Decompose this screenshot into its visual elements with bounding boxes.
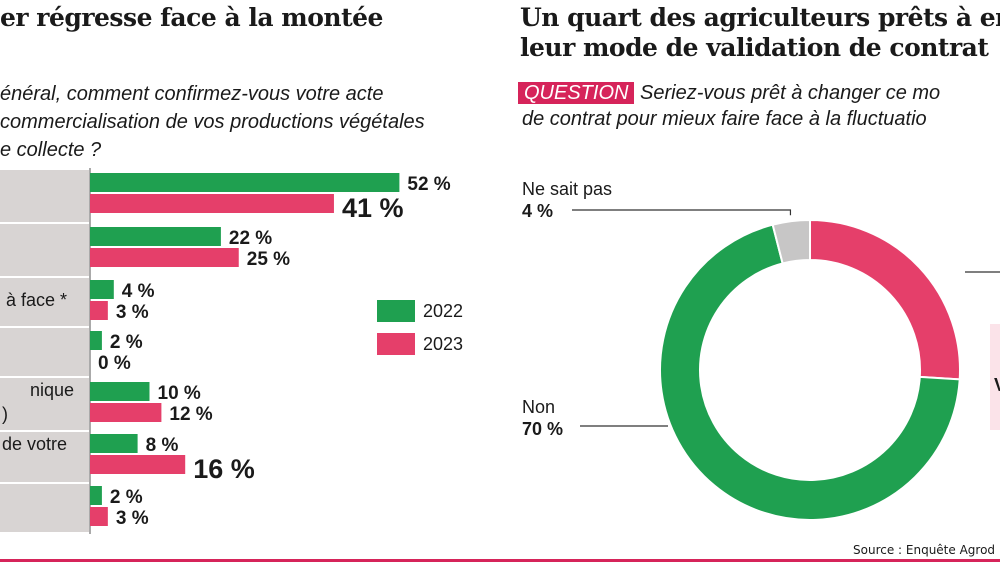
category-block-3	[0, 278, 89, 326]
bar-value-label-2022-5: 10 %	[158, 383, 201, 404]
bar-value-label-2022-6: 8 %	[146, 435, 179, 456]
category-block-6	[0, 432, 89, 482]
right-question-text: Seriez-vous prêt à changer ce mo	[640, 82, 941, 104]
pie-label-non-name: Non	[522, 397, 556, 417]
category-label-5a: nique	[30, 380, 75, 400]
right-question-line-2: de contrat pour mieux faire face à la fl…	[522, 108, 927, 130]
bar-value-label-2023-5: 12 %	[169, 404, 212, 425]
bar-2022-5	[90, 382, 150, 401]
category-label-6: de votre	[2, 434, 68, 454]
right-title-line-1: Un quart des agriculteurs prêts à enco	[520, 3, 1000, 32]
bar-2022-7	[90, 486, 102, 505]
right-title-line-2: leur mode de validation de contrat	[520, 33, 989, 62]
category-block-7	[0, 484, 89, 532]
bar-value-label-2023-4: 0 %	[98, 353, 131, 374]
bar-2023-7	[90, 507, 108, 526]
legend-label-2023: 2023	[423, 334, 464, 354]
bar-2023-5	[90, 403, 162, 422]
bar-value-label-2022-1: 52 %	[407, 174, 450, 195]
pie-label-non: Non 70 %	[522, 396, 563, 440]
bar-2022-6	[90, 434, 138, 453]
legend-swatch-2023	[377, 333, 415, 355]
bar-chart: 52 %41 %22 %25 %4 %3 %2 %0 %10 %12 %8 %1…	[89, 168, 451, 534]
category-block-1	[0, 170, 89, 222]
left-question-line-1: énéral, comment confirmez-vous votre act…	[0, 83, 384, 105]
bar-2023-6	[90, 455, 186, 474]
bar-value-label-2023-6: 16 %	[193, 454, 255, 484]
bar-value-label-2022-3: 4 %	[122, 281, 155, 302]
bar-value-label-2022-7: 2 %	[110, 487, 143, 508]
left-question-line-3: e collecte ?	[0, 139, 102, 161]
leader-line-ne-sait-pas	[572, 209, 792, 216]
bar-2023-3	[90, 301, 108, 320]
pie-label-ne-sait-pas-name: Ne sait pas	[522, 179, 613, 199]
question-tag: QUESTION	[518, 82, 635, 104]
bar-value-label-2023-3: 3 %	[116, 302, 149, 323]
category-block-2	[0, 224, 89, 276]
right-question-line-1: QUESTION Seriez-vous prêt à changer ce m…	[518, 81, 940, 105]
oui-partial-label: V	[994, 374, 1000, 396]
left-question-line-2: commercialisation de vos productions vég…	[0, 111, 425, 133]
donut-slice-1	[809, 218, 961, 381]
category-label-5b: )	[2, 404, 8, 424]
bar-2022-3	[90, 280, 114, 299]
bottom-border	[0, 559, 1000, 562]
bar-2023-1	[90, 194, 334, 213]
pie-label-non-value: 70 %	[522, 419, 564, 439]
oui-label-box	[990, 324, 1000, 430]
legend-swatch-2022	[377, 300, 415, 322]
category-label-3: à face *	[6, 290, 68, 310]
donut-slice-2	[659, 223, 961, 521]
bar-value-label-2023-1: 41 %	[342, 193, 404, 223]
bar-value-label-2022-4: 2 %	[110, 332, 143, 353]
legend-label-2022: 2022	[423, 301, 464, 321]
pie-label-ne-sait-pas-value: 4 %	[522, 201, 554, 221]
bar-2022-1	[90, 173, 400, 192]
bar-value-label-2022-2: 22 %	[229, 228, 272, 249]
bar-2022-4	[90, 331, 102, 350]
pie-label-ne-sait-pas: Ne sait pas 4 %	[522, 178, 612, 222]
donut-slice-3	[771, 218, 811, 265]
category-block-4	[0, 328, 89, 376]
bar-2022-2	[90, 227, 221, 246]
bar-value-label-2023-2: 25 %	[247, 249, 290, 270]
source-note: Source : Enquête Agrod	[853, 543, 996, 557]
bar-2023-2	[90, 248, 239, 267]
bar-value-label-2023-7: 3 %	[116, 508, 149, 529]
category-block-5	[0, 378, 89, 430]
left-chart-title: er régresse face à la montée	[0, 3, 383, 32]
